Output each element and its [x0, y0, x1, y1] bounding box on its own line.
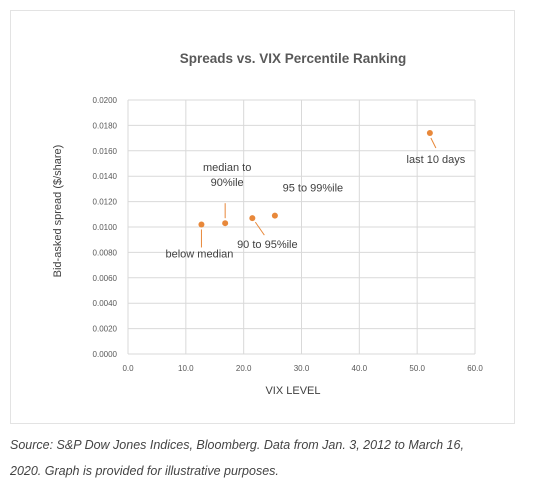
data-label: median to: [203, 162, 251, 174]
data-label: 90 to 95%ile: [237, 239, 298, 251]
gridlines: [127, 99, 476, 355]
y-tick-labels: 0.0000 0.0020 0.0040 0.0060 0.0080 0.0100 0.01…: [93, 96, 118, 359]
y-tick-label: 0.0020: [93, 325, 118, 334]
data-point: [222, 220, 229, 227]
data-point: [426, 130, 433, 137]
source-caption: Source: S&P Dow Jones Indices, Bloomberg…: [10, 432, 520, 484]
x-tick-label: 30.0: [294, 364, 310, 373]
y-axis-label: Bid-asked spread ($/share): [52, 145, 64, 278]
chart-frame: Spreads vs. VIX Percentile Ranking 0.000…: [10, 10, 515, 424]
y-tick-label: 0.0040: [93, 299, 118, 308]
y-tick-label: 0.0140: [93, 172, 118, 181]
y-tick-label: 0.0160: [93, 147, 118, 156]
x-tick-label: 20.0: [236, 364, 252, 373]
x-tick-label: 60.0: [467, 364, 483, 373]
data-point: [198, 221, 205, 228]
x-tick-label: 50.0: [409, 364, 425, 373]
data-label: 90%ile: [211, 177, 244, 189]
caption-line-2: 2020. Graph is provided for illustrative…: [10, 464, 279, 478]
chart-title: Spreads vs. VIX Percentile Ranking: [180, 51, 407, 66]
leader-line: [254, 221, 265, 236]
leader-line: [430, 137, 437, 149]
data-label: 95 to 99%ile: [283, 183, 344, 195]
scatter-chart: Spreads vs. VIX Percentile Ranking 0.000…: [52, 51, 483, 397]
x-tick-label: 40.0: [352, 364, 368, 373]
y-tick-label: 0.0060: [93, 274, 118, 283]
data-points: [198, 130, 433, 228]
y-tick-label: 0.0200: [93, 96, 118, 105]
data-point: [249, 215, 256, 222]
y-tick-label: 0.0120: [93, 198, 118, 207]
y-tick-label: 0.0000: [93, 350, 118, 359]
x-tick-labels: 0.0 10.0 20.0 30.0 40.0 50.0 60.0: [122, 364, 483, 373]
x-tick-label: 0.0: [122, 364, 134, 373]
x-axis-label: VIX LEVEL: [265, 385, 320, 397]
data-label: below median: [166, 248, 234, 260]
data-label: last 10 days: [407, 154, 466, 166]
caption-line-1: Source: S&P Dow Jones Indices, Bloomberg…: [10, 438, 464, 452]
label-leader-lines: [200, 137, 437, 248]
y-tick-label: 0.0100: [93, 223, 118, 232]
y-tick-label: 0.0180: [93, 121, 118, 130]
y-tick-label: 0.0080: [93, 248, 118, 257]
x-tick-label: 10.0: [178, 364, 194, 373]
data-point: [271, 212, 278, 219]
data-labels: below median median to 90%ile 90 to 95%ile 9…: [166, 154, 466, 260]
